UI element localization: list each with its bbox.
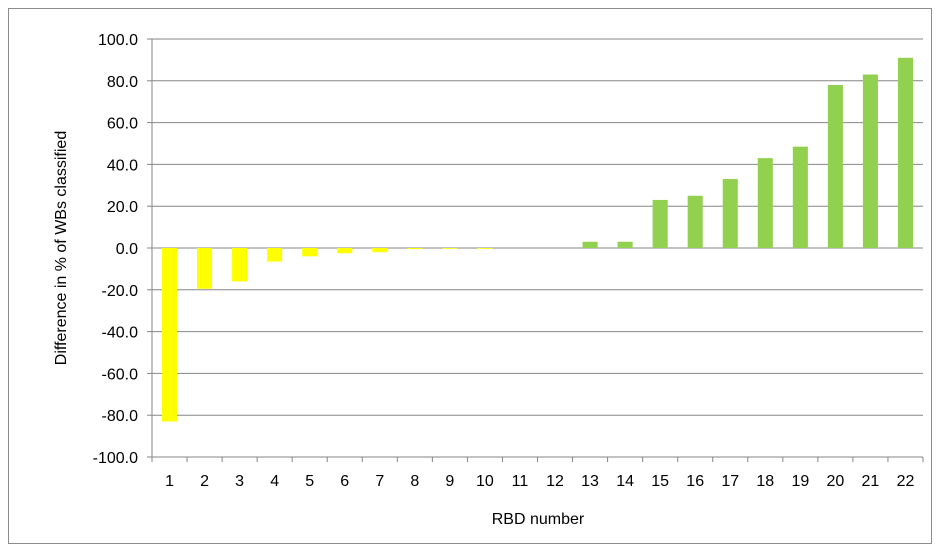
- bar-rbd-4: [267, 248, 283, 262]
- y-tick-label: 0.0: [116, 241, 138, 258]
- y-tick-label: 20.0: [107, 199, 138, 216]
- bar-rbd-5: [302, 248, 318, 257]
- y-tick-label: 40.0: [107, 157, 138, 174]
- y-tick-label: 60.0: [107, 116, 138, 133]
- x-tick-label: 6: [340, 473, 349, 490]
- y-axis-title: Difference in % of WBs classified: [53, 131, 70, 365]
- x-tick-label: 9: [445, 473, 454, 490]
- x-tick-label: 3: [235, 473, 244, 490]
- x-tick-label: 17: [721, 473, 739, 490]
- x-tick-label: 1: [165, 473, 174, 490]
- bar-rbd-8: [407, 248, 423, 250]
- x-tick-label: 5: [305, 473, 314, 490]
- bar-rbd-22: [897, 57, 914, 249]
- y-tick-label: 100.0: [98, 32, 138, 49]
- y-tick-label: -20.0: [102, 283, 139, 300]
- x-tick-label: 14: [616, 473, 634, 490]
- x-tick-label: 16: [686, 473, 704, 490]
- bar-rbd-1: [161, 248, 178, 422]
- x-axis-title: RBD number: [492, 511, 585, 528]
- bar-rbd-15: [652, 199, 668, 248]
- x-tick-label: 21: [862, 473, 880, 490]
- y-tick-labels: 100.0 80.0 60.0 40.0 20.0 0.0 -20.0 -40.0 -60.0 -…: [93, 32, 138, 467]
- y-tick-label: -40.0: [102, 325, 139, 342]
- x-tick-label: 4: [270, 473, 279, 490]
- bar-rbd-7: [372, 248, 388, 253]
- bar-rbd-14: [617, 241, 633, 248]
- bar-rbd-17: [722, 179, 738, 248]
- bar-rbd-6: [337, 248, 353, 254]
- x-tick-label: 12: [546, 473, 564, 490]
- x-tick-label: 22: [897, 473, 915, 490]
- bars: [161, 57, 914, 422]
- y-tick-label: -100.0: [93, 450, 138, 467]
- bar-rbd-21: [862, 74, 878, 248]
- y-tick-label: 80.0: [107, 74, 138, 91]
- bar-rbd-18: [757, 158, 773, 248]
- axes: [147, 38, 924, 462]
- x-tick-label: 13: [581, 473, 599, 490]
- bar-rbd-13: [582, 241, 598, 248]
- x-tick-label: 7: [375, 473, 384, 490]
- bar-rbd-20: [827, 84, 843, 248]
- bar-rbd-3: [232, 248, 248, 282]
- x-tick-label: 20: [826, 473, 844, 490]
- bar-rbd-19: [792, 146, 808, 248]
- bar-rbd-16: [687, 195, 703, 248]
- x-tick-label: 8: [410, 473, 419, 490]
- y-tick-label: -80.0: [102, 408, 139, 425]
- x-tick-label: 18: [756, 473, 774, 490]
- x-tick-label: 19: [791, 473, 809, 490]
- y-tick-label: -60.0: [102, 366, 139, 383]
- bar-rbd-2: [197, 248, 213, 289]
- x-tick-label: 11: [512, 473, 529, 490]
- x-tick-label: 10: [476, 473, 494, 490]
- bar-rbd-10: [477, 248, 493, 249]
- x-tick-label: 15: [651, 473, 669, 490]
- x-tick-label: 2: [200, 473, 209, 490]
- x-tick-labels: 1 2 3 4 5 6 7 8 9 10 11 12 13 14 15 16 17 18 19 20 21 22: [165, 473, 914, 490]
- bar-rbd-9: [442, 248, 458, 249]
